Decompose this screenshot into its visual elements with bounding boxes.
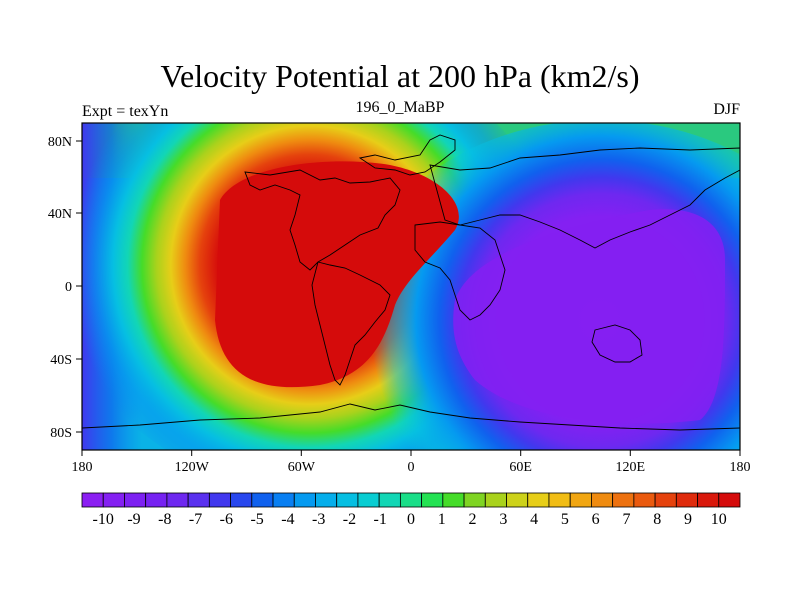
colorbar-label: -5 <box>250 511 263 528</box>
colorbar-swatch <box>166 492 189 508</box>
colorbar-label: -9 <box>127 511 140 528</box>
colorbar-swatch <box>378 492 401 508</box>
x-tick-label: 180 <box>730 460 751 475</box>
colorbar-swatch <box>442 492 465 508</box>
coastlines <box>82 134 740 431</box>
eurasia-outline <box>429 147 740 249</box>
colorbar-swatch <box>81 492 104 508</box>
y-tick-label: 0 <box>65 280 72 295</box>
colorbar-label: 1 <box>438 511 446 528</box>
colorbar-label: 3 <box>499 511 507 528</box>
x-tick-label: 120E <box>616 460 646 475</box>
colorbar-swatch <box>548 492 571 508</box>
colorbar-swatch <box>718 492 741 508</box>
colorbar-swatch <box>336 492 359 508</box>
colorbar-swatch <box>697 492 720 508</box>
colorbar-swatch <box>315 492 338 508</box>
field-layer <box>82 123 740 450</box>
colorbar-label: 4 <box>530 511 538 528</box>
colorbar-label: -3 <box>312 511 325 528</box>
colorbar-label: -6 <box>220 511 233 528</box>
colorbar-label: 9 <box>684 511 692 528</box>
colorbar-swatch <box>145 492 168 508</box>
colorbar-swatch <box>187 492 210 508</box>
colorbar-label: 0 <box>407 511 415 528</box>
colorbar-swatch <box>633 492 656 508</box>
colorbar-swatch <box>251 492 274 508</box>
x-tick-label: 120W <box>175 460 210 475</box>
colorbar-swatch <box>102 492 125 508</box>
season-label: DJF <box>713 101 740 118</box>
colorbar-swatch <box>124 492 147 508</box>
colorbar <box>81 492 741 508</box>
colorbar-swatch <box>421 492 444 508</box>
colorbar-label: 2 <box>469 511 477 528</box>
antarctica-outline <box>82 403 740 431</box>
colorbar-label: -10 <box>93 511 114 528</box>
colorbar-labels: -10 -9 -8 -7 -6 -5 -4 -3 -2 -1 0 1 2 3 4 5 6 7 8 9 10 <box>93 511 727 528</box>
colorbar-swatch <box>654 492 677 508</box>
colorbar-label: -1 <box>374 511 387 528</box>
x-axis-labels: 180 120W 60W 0 60E 120E 180 <box>72 460 751 475</box>
x-tick-label: 180 <box>72 460 93 475</box>
colorbar-label: 5 <box>561 511 569 528</box>
colorbar-label: -2 <box>343 511 356 528</box>
greenland-outline <box>358 134 456 176</box>
y-tick-label: 80N <box>48 135 72 150</box>
colorbar-label: -4 <box>281 511 294 528</box>
y-tick-label: 40N <box>48 207 72 222</box>
x-tick-label: 0 <box>408 460 415 475</box>
colorbar-label: -8 <box>158 511 171 528</box>
colorbar-swatch <box>527 492 550 508</box>
colorbar-swatch <box>293 492 316 508</box>
colorbar-label: 7 <box>622 511 630 528</box>
x-tick-label: 60W <box>288 460 316 475</box>
colorbar-swatch <box>357 492 380 508</box>
colorbar-label: -7 <box>189 511 202 528</box>
colorbar-swatch <box>591 492 614 508</box>
colorbar-swatch <box>569 492 592 508</box>
colorbar-swatch <box>484 492 507 508</box>
colorbar-swatch <box>675 492 698 508</box>
experiment-label: Expt = texYn <box>82 103 169 120</box>
colorbar-label: 6 <box>592 511 600 528</box>
south-america-outline <box>311 261 391 386</box>
y-tick-label: 80S <box>50 426 72 441</box>
colorbar-swatch <box>208 492 231 508</box>
colorbar-swatch <box>612 492 635 508</box>
colorbar-swatch <box>463 492 486 508</box>
colorbar-swatch <box>506 492 529 508</box>
colorbar-swatch <box>230 492 253 508</box>
colorbar-label: 10 <box>711 511 727 528</box>
colorbar-label: 8 <box>653 511 661 528</box>
australia-outline <box>591 324 643 363</box>
colorbar-swatch <box>399 492 423 508</box>
x-tick-label: 60E <box>509 460 532 475</box>
africa-outline <box>414 221 506 321</box>
north-america-outline <box>244 169 401 271</box>
tick-marks <box>76 140 741 456</box>
chart-title: Velocity Potential at 200 hPa (km2/s) <box>160 58 640 94</box>
y-axis-labels: 80N 40N 0 40S 80S <box>48 135 72 441</box>
case-label: 196_0_MaBP <box>355 99 445 116</box>
colorbar-swatch <box>272 492 295 508</box>
y-tick-label: 40S <box>50 353 72 368</box>
